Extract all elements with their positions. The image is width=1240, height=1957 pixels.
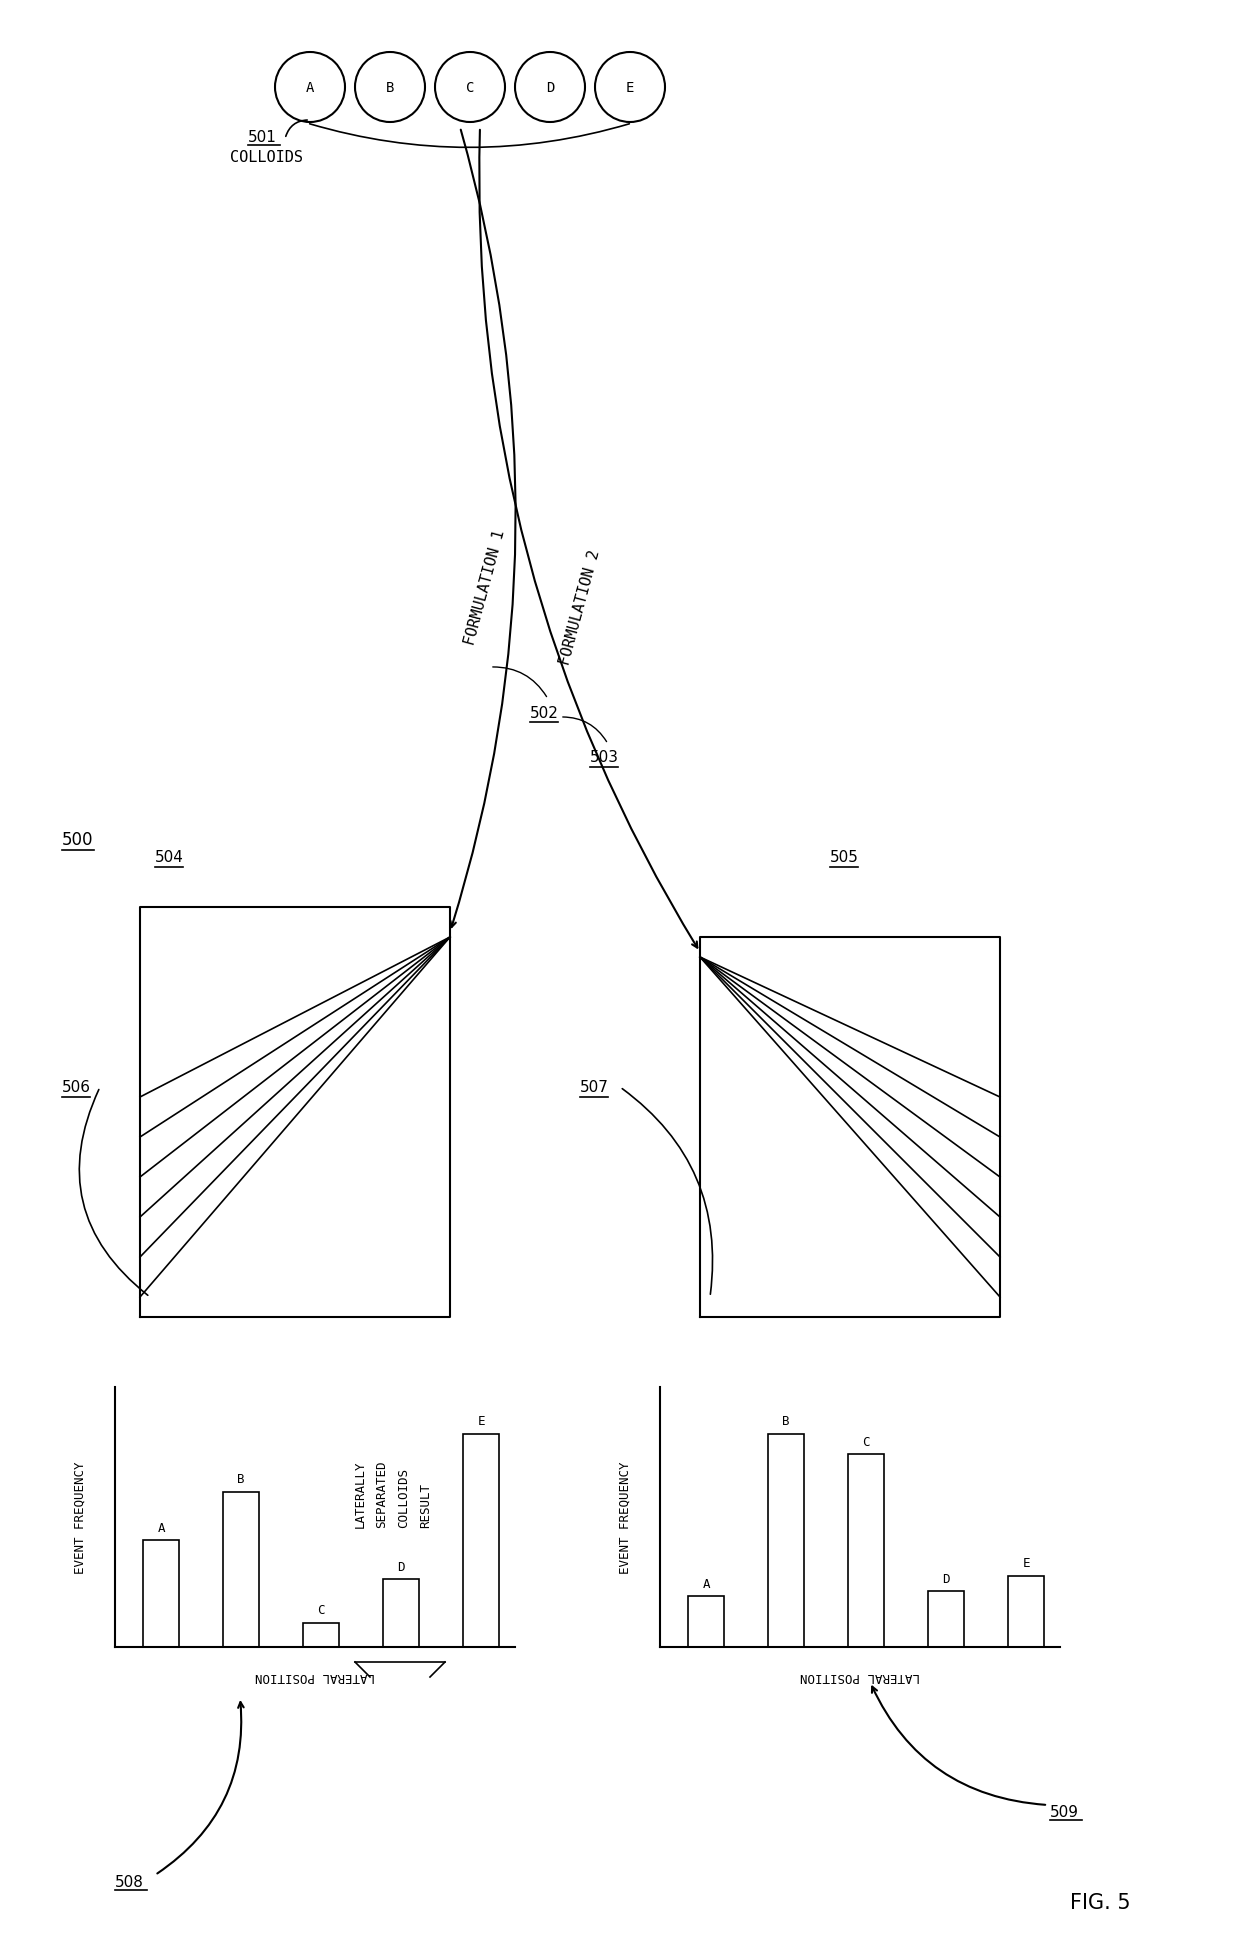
Bar: [143, 1540, 180, 1648]
Text: 509: 509: [1050, 1804, 1079, 1820]
Text: EVENT FREQUENCY: EVENT FREQUENCY: [73, 1462, 87, 1573]
Text: B: B: [237, 1474, 246, 1485]
Text: LATERALLY: LATERALLY: [353, 1460, 367, 1526]
Text: 506: 506: [62, 1080, 91, 1094]
Text: 501: 501: [248, 131, 277, 145]
Text: C: C: [466, 80, 474, 96]
Bar: [303, 1622, 340, 1648]
Text: B: B: [782, 1415, 790, 1427]
Text: FIG. 5: FIG. 5: [1070, 1892, 1131, 1912]
Text: A: A: [702, 1577, 711, 1589]
Text: 508: 508: [115, 1875, 144, 1890]
Text: 502: 502: [529, 705, 559, 720]
Bar: [463, 1434, 500, 1648]
Text: B: B: [386, 80, 394, 96]
Text: E: E: [477, 1415, 485, 1427]
Text: COLLOIDS: COLLOIDS: [398, 1468, 410, 1526]
Bar: [1008, 1575, 1044, 1648]
Text: LATERAL POSITION: LATERAL POSITION: [800, 1669, 920, 1683]
Text: FORMULATION 1: FORMULATION 1: [463, 528, 507, 648]
Text: 504: 504: [155, 849, 184, 865]
Text: D: D: [942, 1571, 950, 1585]
Text: FORMULATION 2: FORMULATION 2: [558, 548, 603, 667]
Text: A: A: [306, 80, 314, 96]
Text: 507: 507: [580, 1080, 609, 1094]
Bar: [383, 1579, 419, 1648]
Text: D: D: [546, 80, 554, 96]
Text: A: A: [157, 1521, 165, 1534]
Text: C: C: [317, 1603, 325, 1616]
Bar: [688, 1597, 724, 1648]
Text: RESULT: RESULT: [419, 1481, 433, 1526]
Text: SEPARATED: SEPARATED: [376, 1460, 388, 1526]
Text: LATERAL POSITION: LATERAL POSITION: [255, 1669, 374, 1683]
Bar: [768, 1434, 805, 1648]
Bar: [223, 1491, 259, 1648]
Text: 503: 503: [590, 750, 619, 765]
Text: C: C: [863, 1434, 870, 1448]
Text: EVENT FREQUENCY: EVENT FREQUENCY: [619, 1462, 631, 1573]
Text: D: D: [398, 1560, 405, 1573]
Text: COLLOIDS: COLLOIDS: [229, 151, 303, 166]
Text: 505: 505: [830, 849, 859, 865]
Text: E: E: [626, 80, 634, 96]
Bar: [848, 1454, 884, 1648]
Bar: [928, 1591, 965, 1648]
Text: 500: 500: [62, 830, 93, 849]
Text: E: E: [1023, 1556, 1030, 1570]
